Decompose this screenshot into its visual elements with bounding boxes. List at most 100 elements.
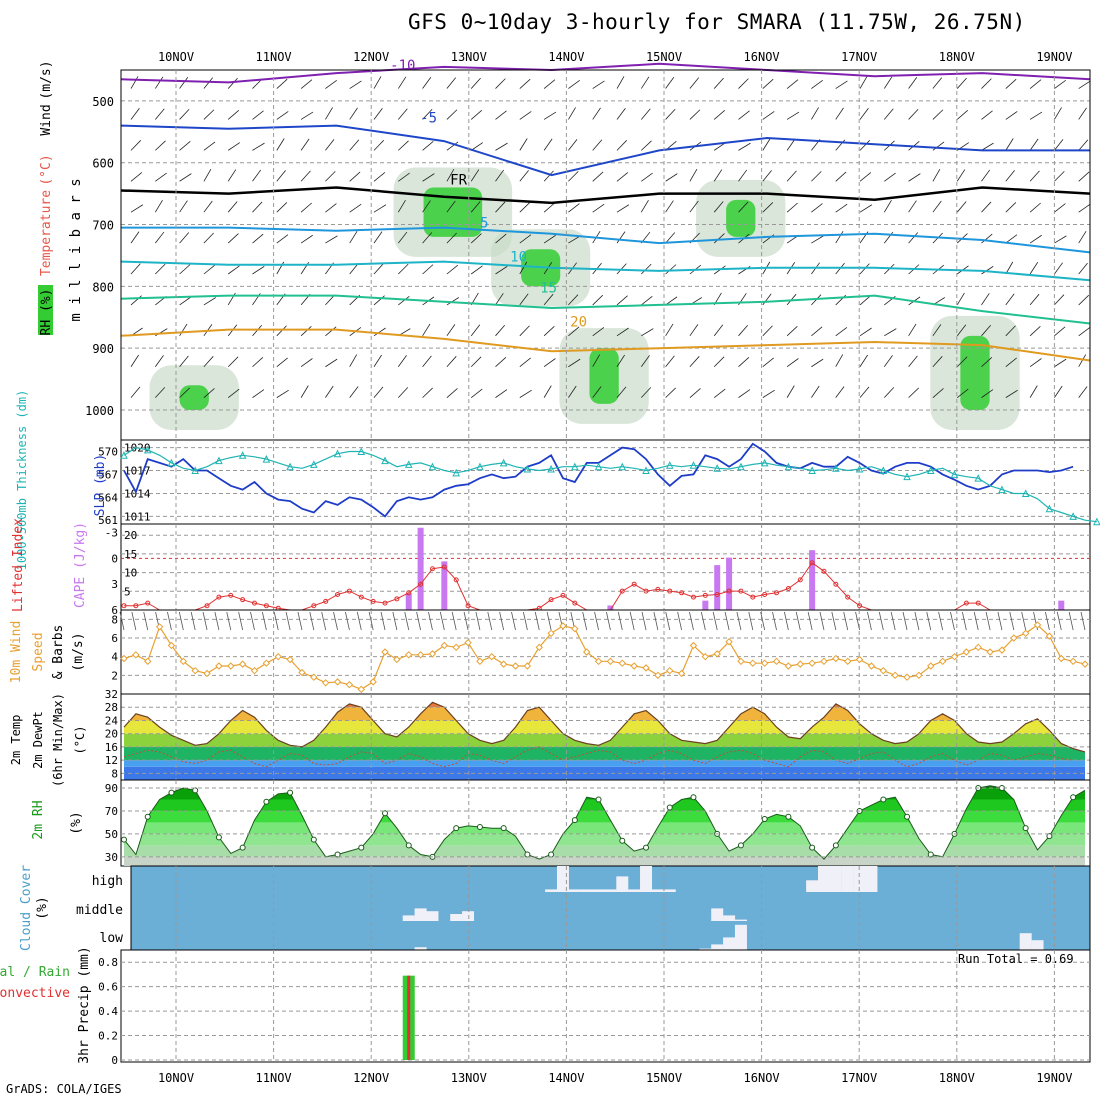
wind-barb xyxy=(495,169,505,182)
wind-barb xyxy=(956,77,967,89)
wind-barb xyxy=(155,263,166,275)
wind10-point xyxy=(1057,654,1065,663)
wind-barb xyxy=(1029,202,1041,213)
wind-barb xyxy=(981,169,991,182)
rh2m-point xyxy=(595,796,602,803)
wind-barb xyxy=(543,138,553,151)
isotherm-10 xyxy=(120,260,1091,282)
wind-barb xyxy=(495,266,508,275)
thickness-point xyxy=(357,447,366,455)
thickness-point xyxy=(1069,512,1077,520)
cloud-high-block xyxy=(580,889,593,892)
rh2m-point xyxy=(785,813,792,820)
wind-barb xyxy=(373,386,384,398)
li-point xyxy=(548,597,554,603)
cape-bar xyxy=(702,600,709,610)
wind10-barb xyxy=(950,611,955,631)
wind10-barb xyxy=(463,611,469,631)
upper-air-ylabel-rh: RH (%) xyxy=(39,289,54,336)
wind-barb xyxy=(300,358,313,368)
wind10-point xyxy=(440,641,449,650)
wind10-barb xyxy=(843,611,849,631)
wind-barb xyxy=(665,108,676,120)
wind-barb xyxy=(495,142,508,151)
day-label-top-3: 13NOV xyxy=(451,50,487,64)
cape-bar xyxy=(714,565,721,610)
wind-barb xyxy=(519,138,528,151)
day-label-bottom-9: 19NOV xyxy=(1036,1071,1072,1085)
day-label-top-2: 12NOV xyxy=(353,50,389,64)
wind10-point xyxy=(772,657,781,666)
li-point xyxy=(263,603,269,609)
wind10-point xyxy=(167,641,176,650)
wind10-tick-2: 2 xyxy=(111,669,118,682)
upper-air-ylabel-windunit: (m/s) xyxy=(39,60,54,99)
wind10-barb xyxy=(534,611,540,631)
wind-barb xyxy=(641,295,653,306)
wind10-barb xyxy=(677,611,683,631)
wind-barb xyxy=(1078,107,1087,120)
day-label-top-8: 18NOV xyxy=(939,50,975,64)
wind10-barb xyxy=(700,611,706,631)
li-point xyxy=(133,603,139,609)
wind-barb xyxy=(300,111,314,120)
temp2m-tick-12: 12 xyxy=(105,754,118,767)
wind-barb xyxy=(446,297,459,306)
wind-barb xyxy=(616,295,628,306)
wind10-point xyxy=(345,680,354,689)
wind-barb xyxy=(811,107,819,120)
wind-barb xyxy=(130,76,139,89)
wind-barb xyxy=(1005,234,1018,244)
wind-barb xyxy=(154,355,164,367)
wind-barb xyxy=(227,356,239,368)
wind-barb xyxy=(908,323,917,337)
wind-barb xyxy=(1078,354,1087,367)
wind-barb xyxy=(227,201,238,213)
thickness-tick-570: 570 xyxy=(98,445,118,458)
rh2m-point xyxy=(690,794,697,801)
wind-barb xyxy=(398,295,410,306)
wind-barb xyxy=(884,328,897,337)
li-point xyxy=(346,588,352,594)
wind10-point xyxy=(428,650,437,658)
cloud-ylabel-unit: (%) xyxy=(35,896,50,919)
wind-barb xyxy=(276,138,285,151)
wind10-tick-6: 6 xyxy=(111,632,118,645)
rh2m-point xyxy=(405,842,412,849)
thickness-point xyxy=(926,466,935,475)
wind-barb xyxy=(276,234,289,244)
cloud-high-block xyxy=(545,889,558,892)
li-point xyxy=(762,592,768,598)
cloud-row-label-middle: middle xyxy=(76,903,123,918)
wind10-barb xyxy=(202,611,208,631)
wind-barb xyxy=(568,358,581,368)
wind-barb xyxy=(325,79,337,89)
wind10-point xyxy=(713,650,721,658)
wind-barb xyxy=(981,357,993,368)
wind10-point xyxy=(701,652,710,661)
wind10-barb xyxy=(653,611,659,631)
wind-barb xyxy=(422,108,433,120)
wind-barb xyxy=(713,109,726,120)
wind-barb xyxy=(592,171,604,182)
precip-ylabel: 3hr Precip (mm) xyxy=(77,946,92,1063)
li-tick-3: 3 xyxy=(111,578,118,591)
wind-barb xyxy=(1029,170,1040,182)
wind10-point xyxy=(950,652,959,661)
wind-barb xyxy=(616,172,629,182)
wind-barb xyxy=(422,200,431,213)
wind-barb xyxy=(446,77,457,89)
wind-barb xyxy=(883,199,892,213)
wind-barb xyxy=(616,354,625,367)
wind-barb xyxy=(811,171,822,182)
wind-barb xyxy=(689,200,699,213)
wind10-barb xyxy=(629,611,635,631)
wind-barb xyxy=(130,108,140,120)
wind-barb xyxy=(373,327,386,337)
wind-barb xyxy=(689,168,698,182)
wind-barb xyxy=(203,232,214,244)
wind10-point xyxy=(250,666,259,675)
thickness-point xyxy=(286,462,294,471)
cape-bar xyxy=(1058,600,1065,610)
wind-barb xyxy=(1078,327,1091,337)
